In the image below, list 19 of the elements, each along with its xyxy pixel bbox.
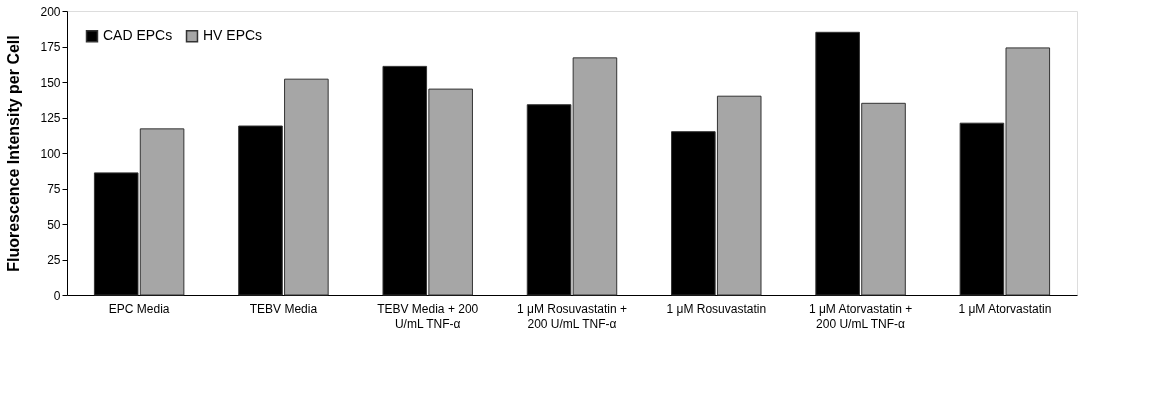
x-tick-label: 1 μM Rosuvastatin (666, 301, 767, 316)
y-tick-label: 125 (40, 111, 61, 125)
x-tick-label: EPC Media (108, 301, 170, 316)
y-tick-label: 0 (53, 288, 61, 303)
y-tick-label: 200 (40, 4, 61, 19)
y-tick-label: 25 (47, 253, 61, 267)
x-tick-label: TEBV Media + 200 U/mL TNF-α (377, 301, 479, 331)
x-tick-label: 1 μM Atorvastatin + 200 U/mL TNF-α (808, 301, 913, 331)
y-tick-label: 150 (40, 75, 61, 90)
legend-label: HV EPCs (203, 27, 263, 44)
x-tick-label: TEBV Media (249, 301, 318, 316)
x-tick-label: 1 μM Rosuvastatin + 200 U/mL TNF-α (517, 301, 627, 331)
y-tick-label: 100 (40, 146, 61, 161)
y-tick-label: 175 (40, 40, 61, 54)
x-tick-label: 1 μM Atorvastatin (958, 301, 1052, 316)
y-tick-label: 50 (47, 217, 61, 232)
legend-label: CAD EPCs (103, 27, 173, 44)
y-tick-label: 75 (47, 182, 61, 196)
y-axis-title: Fluorescence Intensity per Cell (5, 35, 23, 272)
